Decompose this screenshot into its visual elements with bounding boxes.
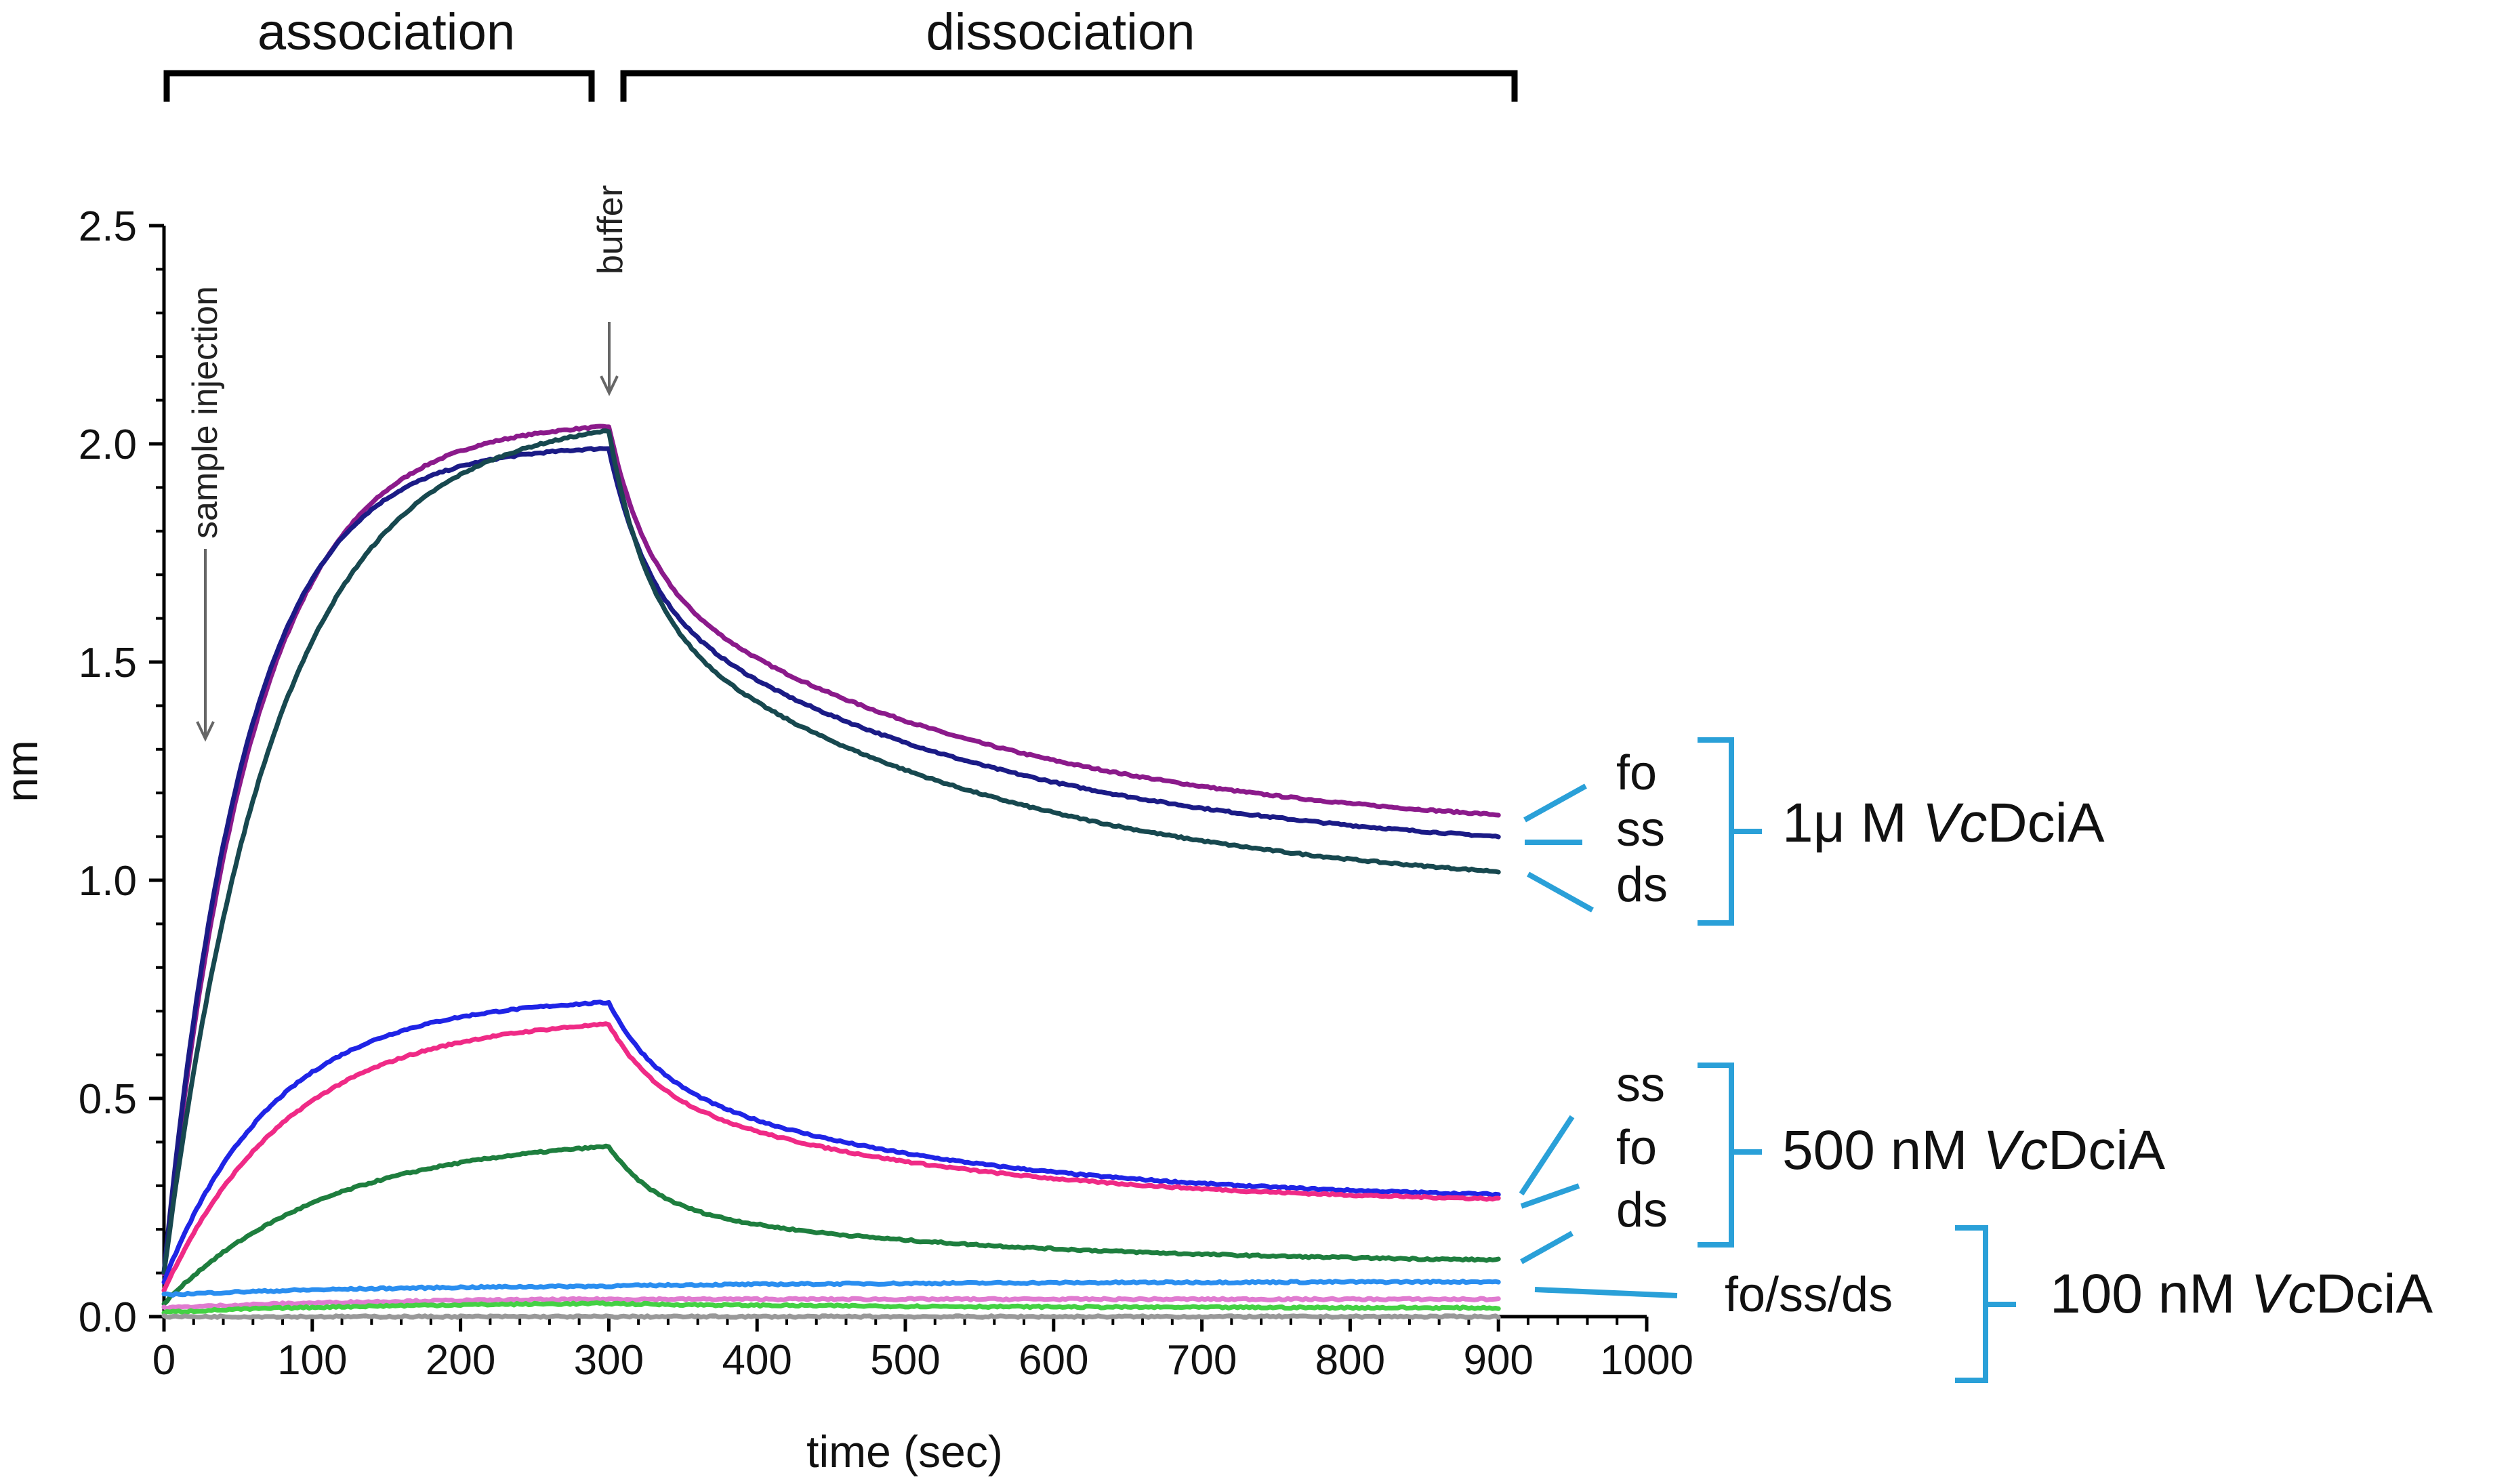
series-baseline xyxy=(161,1313,1501,1320)
group-bracket-100nM xyxy=(1955,1225,2016,1383)
y-tick-label: 1.0 xyxy=(79,858,137,905)
series-1-m-ds xyxy=(161,428,1501,1275)
series-100nm-ds xyxy=(161,1300,1501,1315)
y-axis-title: nm xyxy=(0,740,47,802)
series-1-m-ss xyxy=(161,446,1501,1275)
y-tick-label: 0.5 xyxy=(79,1076,137,1123)
x-tick-label: 100 xyxy=(277,1337,347,1384)
sample-injection-arrow xyxy=(196,549,215,742)
association-bracket xyxy=(163,70,595,102)
series-500nm-fo xyxy=(161,1021,1501,1293)
buffer-label: buffer xyxy=(591,185,630,274)
x-tick-label: 800 xyxy=(1315,1337,1385,1384)
callout-line-1uM-fo xyxy=(1523,783,1587,823)
y-tick-label: 0.0 xyxy=(79,1294,137,1341)
group-bracket-500nM xyxy=(1698,1063,1762,1248)
x-tick-label: 500 xyxy=(870,1337,940,1384)
dissociation-label: dissociation xyxy=(926,3,1195,61)
callout-line-1uM-ds xyxy=(1527,871,1594,913)
y-ticks: 0.0 0.5 1.0 1.5 2.0 2.5 xyxy=(79,203,164,1341)
series-100nm-fo xyxy=(161,1278,1501,1298)
dissociation-bracket xyxy=(620,70,1518,102)
series-1-m-fo xyxy=(161,424,1501,1277)
y-tick-label: 2.0 xyxy=(79,421,137,468)
x-tick-label: 300 xyxy=(574,1337,644,1384)
label-500nM-ss: ss xyxy=(1616,1058,1665,1112)
series-500nm-ds xyxy=(161,1143,1501,1306)
label-100nM-all: fo/ss/ds xyxy=(1725,1268,1893,1322)
association-label: association xyxy=(258,3,515,61)
x-tick-label: 400 xyxy=(722,1337,792,1384)
group-label-100nM: 100 nM VcDciA xyxy=(2050,1263,2433,1325)
x-axis-title: time (sec) xyxy=(806,1426,1003,1477)
x-tick-label: 200 xyxy=(426,1337,495,1384)
x-tick-label: 0 xyxy=(152,1337,176,1384)
callout-line-100nM xyxy=(1534,1287,1678,1298)
label-500nM-ds: ds xyxy=(1616,1183,1668,1237)
label-1uM-ds: ds xyxy=(1616,858,1668,912)
sample-injection-label: sample injection xyxy=(186,286,225,539)
label-1uM-fo: fo xyxy=(1616,746,1657,800)
y-tick-label: 2.5 xyxy=(79,203,137,250)
callout-line-500nM-ss xyxy=(1519,1115,1575,1196)
series-layer xyxy=(161,424,1501,1320)
group-label-500nM: 500 nM VcDciA xyxy=(1782,1119,2165,1181)
x-tick-label: 1000 xyxy=(1600,1337,1693,1384)
x-tick-label: 700 xyxy=(1167,1337,1237,1384)
group-label-1uM: 1μ M VcDciA xyxy=(1782,792,2105,854)
group-bracket-1uM xyxy=(1698,737,1762,926)
callout-line-500nM-fo xyxy=(1520,1183,1580,1209)
series-500nm-ss xyxy=(161,999,1501,1285)
y-tick-label: 1.5 xyxy=(79,640,137,686)
buffer-arrow xyxy=(600,322,619,396)
x-tick-label: 900 xyxy=(1463,1337,1533,1384)
series-100nm-ss xyxy=(161,1296,1501,1311)
label-1uM-ss: ss xyxy=(1616,802,1665,857)
label-500nM-fo: fo xyxy=(1616,1121,1657,1175)
callout-line-500nM-ds xyxy=(1520,1231,1574,1264)
x-ticks: 0 100 200 300 400 500 600 700 800 900 1000 xyxy=(152,1317,1693,1384)
x-tick-label: 600 xyxy=(1019,1337,1088,1384)
